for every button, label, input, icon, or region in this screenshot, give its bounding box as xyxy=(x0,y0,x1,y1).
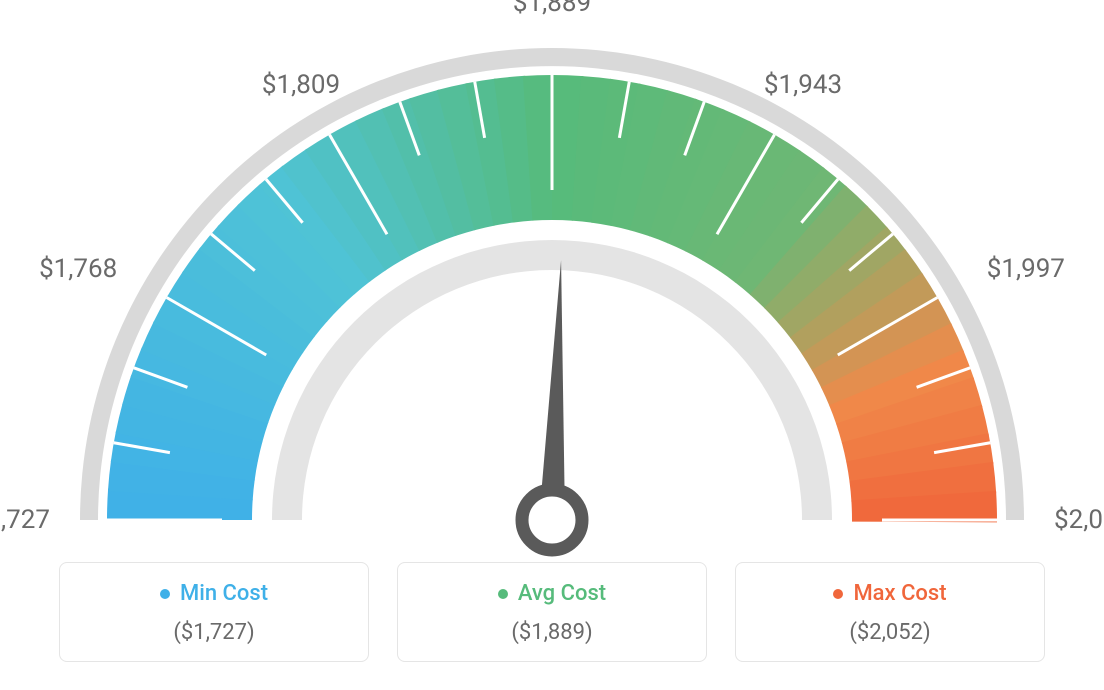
legend-value-min: ($1,727) xyxy=(72,620,356,645)
gauge-tick-label: $1,809 xyxy=(262,70,340,100)
legend-title-min: Min Cost xyxy=(160,581,268,606)
legend-card-min: Min Cost ($1,727) xyxy=(59,562,369,662)
legend-value-avg: ($1,889) xyxy=(410,620,694,645)
legend-title-text: Max Cost xyxy=(853,581,946,606)
legend-title-max: Max Cost xyxy=(833,581,946,606)
gauge-tick-label: $1,997 xyxy=(987,254,1065,284)
gauge-svg xyxy=(52,30,1052,590)
gauge-tick-label: $1,889 xyxy=(513,0,591,18)
legend-title-avg: Avg Cost xyxy=(498,581,606,606)
legend-title-text: Avg Cost xyxy=(518,581,606,606)
gauge-tick-label: $1,768 xyxy=(39,254,117,284)
legend-value-max: ($2,052) xyxy=(748,620,1032,645)
legend-title-text: Min Cost xyxy=(180,581,268,606)
dot-icon xyxy=(833,589,843,599)
legend-row: Min Cost ($1,727) Avg Cost ($1,889) Max … xyxy=(59,562,1045,662)
gauge-chart: $1,727$1,768$1,809$1,889$1,943$1,997$2,0… xyxy=(52,30,1052,560)
gauge-tick-label: $2,052 xyxy=(1054,505,1104,535)
legend-card-avg: Avg Cost ($1,889) xyxy=(397,562,707,662)
dot-icon xyxy=(160,589,170,599)
legend-card-max: Max Cost ($2,052) xyxy=(735,562,1045,662)
dot-icon xyxy=(498,589,508,599)
gauge-tick-label: $1,943 xyxy=(764,70,842,100)
gauge-tick-label: $1,727 xyxy=(0,505,50,535)
